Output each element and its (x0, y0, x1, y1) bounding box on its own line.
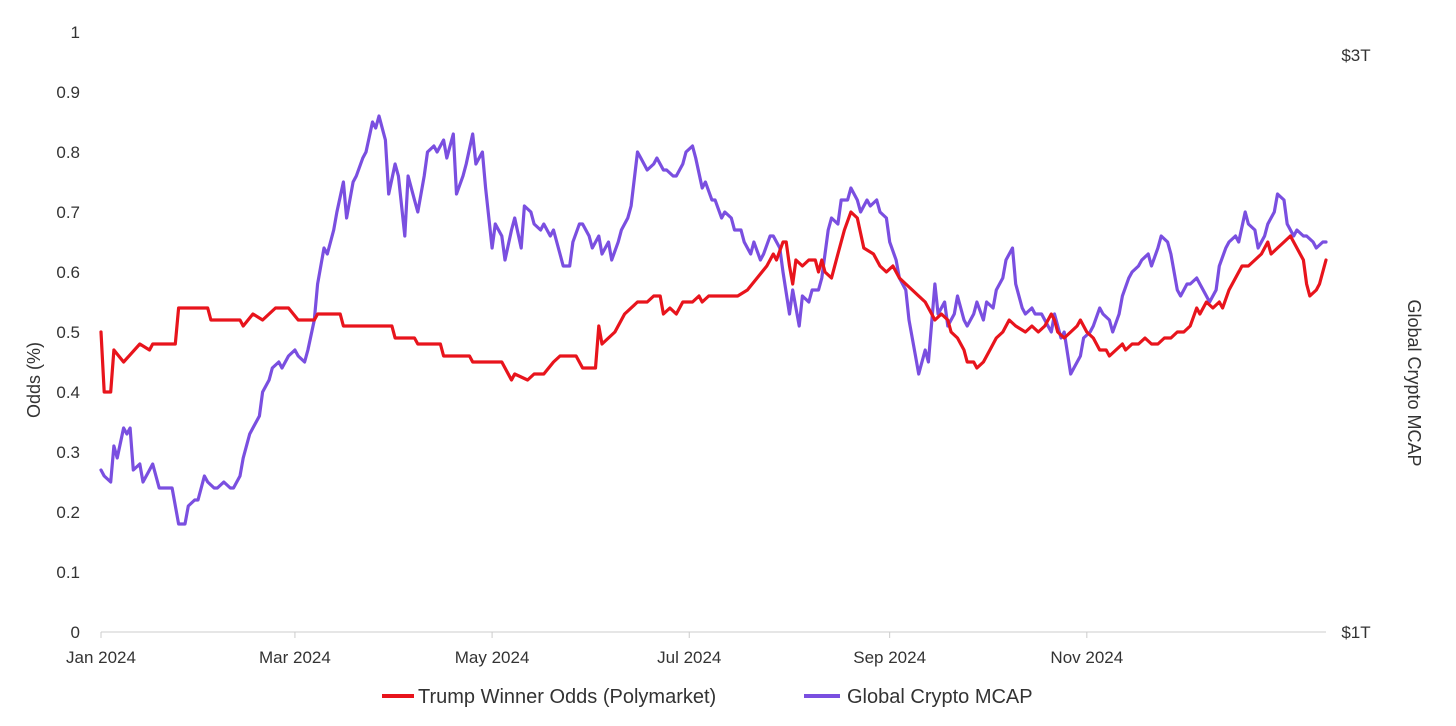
y2-tick-label: $3T (1341, 46, 1370, 65)
x-tick-label: Nov 2024 (1050, 648, 1123, 667)
x-tick-label: Mar 2024 (259, 648, 331, 667)
left-axis: 0 0.1 0.2 0.3 0.4 0.5 0.6 0.7 0.8 0.9 1 (56, 23, 80, 642)
legend: Trump Winner Odds (Polymarket) Global Cr… (382, 686, 1033, 708)
y-tick-label: 0.8 (56, 143, 80, 162)
x-tick-label: Sep 2024 (853, 648, 926, 667)
y-tick-label: 1 (71, 23, 80, 42)
y-tick-label: 0.2 (56, 503, 80, 522)
y-tick-label: 0.7 (56, 203, 80, 222)
legend-label-crypto-mcap: Global Crypto MCAP (847, 686, 1033, 708)
y-tick-label: 0.4 (56, 383, 80, 402)
x-tick-label: Jul 2024 (657, 648, 721, 667)
y-tick-label: 0 (71, 623, 80, 642)
series-line-trump-odds (99, 210, 1328, 394)
right-axis: $1T $3T (1341, 46, 1370, 642)
y-tick-label: 0.5 (56, 323, 80, 342)
y-tick-label: 0.9 (56, 83, 80, 102)
legend-label-trump-odds: Trump Winner Odds (Polymarket) (418, 686, 716, 708)
series-line-crypto-mcap (99, 114, 1328, 526)
y2-tick-label: $1T (1341, 623, 1370, 642)
y-tick-label: 0.1 (56, 563, 80, 582)
x-tick-label: May 2024 (455, 648, 530, 667)
series-layer (99, 114, 1328, 526)
right-axis-title: Global Crypto MCAP (1404, 299, 1424, 466)
x-axis: Jan 2024 Mar 2024 May 2024 Jul 2024 Sep 2024… (66, 632, 1123, 667)
left-axis-title: Odds (%) (24, 342, 44, 418)
y-tick-label: 0.3 (56, 443, 80, 462)
x-tick-label: Jan 2024 (66, 648, 136, 667)
y-tick-label: 0.6 (56, 263, 80, 282)
